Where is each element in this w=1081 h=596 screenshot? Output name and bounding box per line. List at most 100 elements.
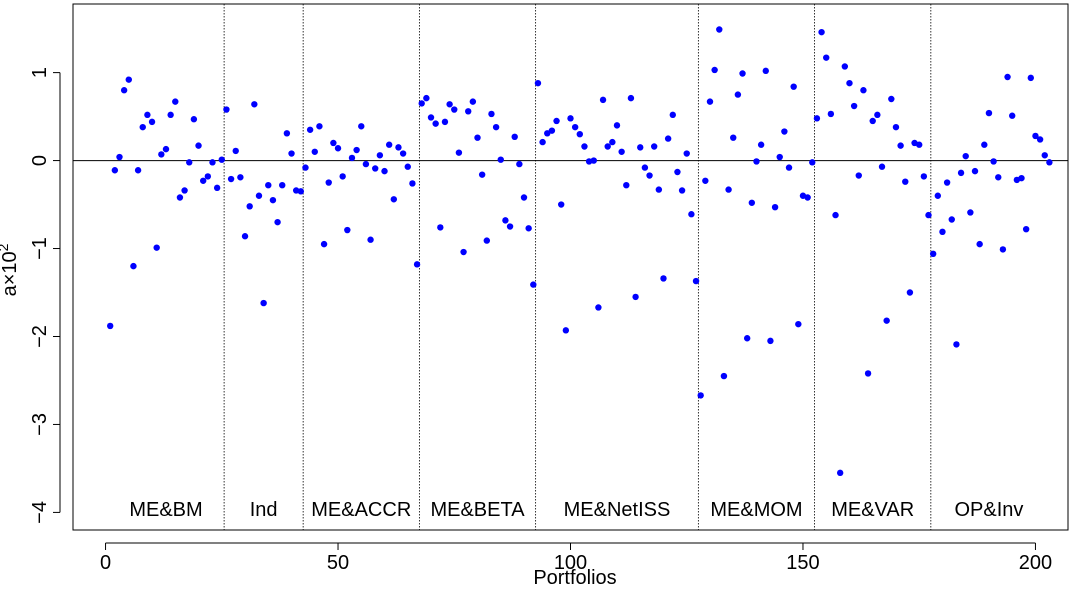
data-point bbox=[534, 79, 542, 87]
y-tick-label: 0 bbox=[29, 155, 51, 166]
data-point bbox=[790, 83, 797, 90]
data-point bbox=[306, 126, 314, 133]
data-point bbox=[925, 211, 932, 219]
data-point bbox=[655, 186, 663, 193]
data-point bbox=[162, 145, 170, 153]
data-point bbox=[916, 141, 923, 148]
data-point bbox=[748, 199, 756, 206]
data-point bbox=[702, 177, 709, 184]
data-point bbox=[553, 117, 560, 125]
data-point bbox=[460, 248, 467, 256]
data-point bbox=[595, 304, 602, 311]
data-point bbox=[683, 150, 690, 157]
y-tick-label: −1 bbox=[29, 237, 51, 260]
data-point bbox=[674, 168, 681, 176]
data-point bbox=[297, 188, 305, 195]
data-point bbox=[609, 138, 616, 146]
group-label: ME&ACCR bbox=[311, 499, 411, 521]
data-point bbox=[437, 224, 444, 231]
data-point bbox=[1022, 225, 1030, 233]
data-point bbox=[227, 175, 235, 183]
group-label: OP&Inv bbox=[954, 499, 1023, 521]
data-point bbox=[771, 203, 779, 211]
data-point bbox=[544, 130, 551, 137]
data-point bbox=[483, 237, 491, 244]
data-point bbox=[1027, 74, 1035, 82]
data-point bbox=[348, 154, 356, 162]
data-point bbox=[590, 157, 597, 164]
data-point bbox=[274, 218, 281, 226]
data-point bbox=[971, 167, 979, 175]
data-point bbox=[613, 122, 621, 129]
data-point bbox=[897, 142, 904, 149]
group-label: ME&MOM bbox=[710, 499, 802, 521]
data-point bbox=[251, 101, 258, 108]
data-point bbox=[525, 225, 532, 232]
data-point bbox=[813, 115, 821, 122]
data-point bbox=[120, 87, 128, 94]
data-point bbox=[539, 138, 546, 146]
x-tick-label: 0 bbox=[100, 552, 111, 574]
group-label: ME&VAR bbox=[831, 499, 914, 521]
data-point bbox=[167, 111, 174, 119]
data-point bbox=[372, 165, 379, 172]
data-point bbox=[883, 317, 890, 324]
data-point bbox=[260, 299, 267, 307]
data-point bbox=[637, 144, 644, 151]
data-point bbox=[390, 196, 398, 203]
data-point bbox=[678, 187, 686, 194]
data-point bbox=[660, 275, 667, 282]
data-point bbox=[283, 130, 291, 137]
data-point bbox=[1036, 136, 1044, 143]
data-point bbox=[762, 67, 769, 75]
data-point bbox=[641, 164, 649, 171]
data-point bbox=[399, 150, 407, 157]
data-point bbox=[864, 370, 872, 377]
data-point bbox=[139, 123, 146, 131]
data-point bbox=[488, 110, 495, 118]
data-point bbox=[427, 114, 435, 121]
y-axis-label: a×102 bbox=[0, 243, 21, 296]
data-point bbox=[604, 143, 611, 150]
data-point bbox=[753, 158, 760, 165]
data-point bbox=[874, 111, 881, 119]
data-point bbox=[395, 144, 402, 151]
data-point bbox=[176, 194, 184, 201]
data-point bbox=[967, 209, 974, 216]
data-point bbox=[520, 194, 528, 201]
data-point bbox=[409, 180, 416, 187]
data-point bbox=[888, 95, 895, 103]
data-point bbox=[241, 233, 249, 240]
data-point bbox=[320, 240, 328, 248]
data-point bbox=[492, 123, 500, 131]
data-point bbox=[990, 158, 997, 165]
x-tick-label: 100 bbox=[554, 552, 587, 574]
data-point bbox=[892, 123, 900, 131]
data-point bbox=[720, 372, 728, 380]
data-point bbox=[999, 246, 1007, 253]
data-point bbox=[148, 118, 156, 126]
data-point bbox=[1009, 112, 1016, 119]
y-axis-label-exponent: 2 bbox=[0, 243, 11, 251]
data-point bbox=[795, 320, 802, 328]
group-separators bbox=[223, 4, 932, 530]
data-point bbox=[571, 123, 579, 131]
data-point bbox=[279, 181, 286, 189]
data-point bbox=[530, 281, 537, 288]
data-point bbox=[413, 261, 421, 268]
data-point bbox=[404, 163, 411, 170]
data-point bbox=[743, 335, 751, 342]
data-point bbox=[906, 289, 914, 296]
data-point bbox=[902, 178, 909, 185]
group-label: Ind bbox=[250, 499, 278, 521]
data-point bbox=[1004, 73, 1011, 81]
data-point bbox=[832, 211, 839, 219]
data-point bbox=[562, 327, 570, 334]
data-point bbox=[618, 148, 625, 155]
y-axis-label-base: a bbox=[0, 284, 21, 296]
data-point bbox=[841, 63, 849, 70]
data-point bbox=[943, 179, 951, 186]
data-point bbox=[953, 341, 960, 348]
data-point bbox=[446, 101, 453, 108]
data-point bbox=[669, 111, 676, 119]
